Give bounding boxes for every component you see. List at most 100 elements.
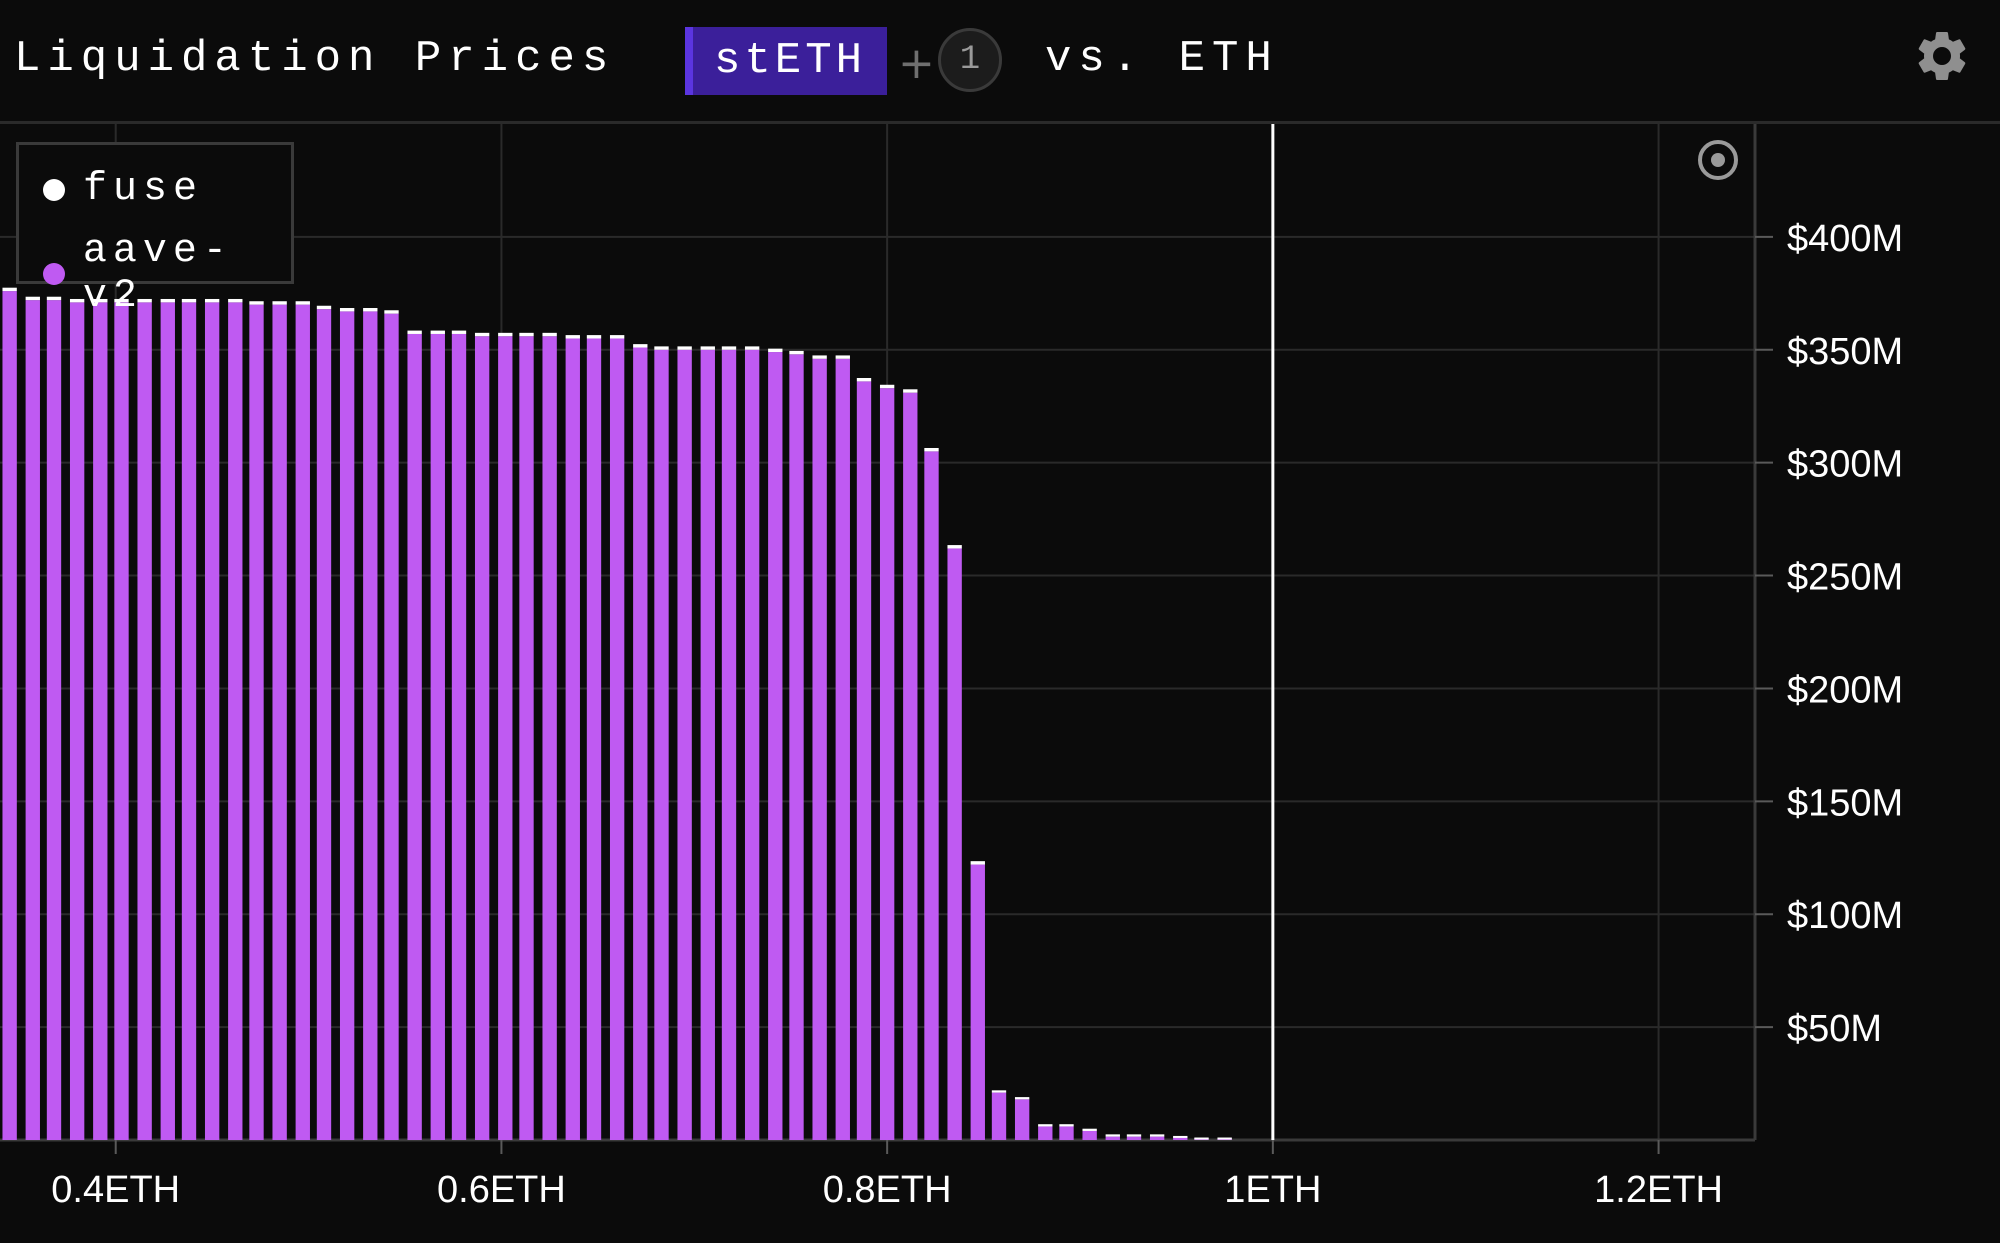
bar-aave-v2 [228,302,243,1140]
bar-fuse [924,447,939,452]
x-tick-label: 0.8ETH [823,1169,952,1211]
bar-fuse [1014,1097,1030,1100]
y-tick-label: $350M [1787,331,1903,373]
bar-aave-v2 [654,349,669,1140]
bar-aave-v2 [991,1092,1007,1140]
bar-aave-v2 [384,313,399,1140]
x-tick-label: 1.2ETH [1594,1169,1723,1211]
y-tick-label: $300M [1787,444,1903,486]
y-tick-label: $200M [1787,669,1903,711]
bar-fuse [721,346,737,350]
bar-aave-v2 [160,302,175,1140]
bar-aave-v2 [498,336,513,1141]
bar-aave-v2 [519,336,534,1141]
legend-dot-aave-v2 [43,263,65,285]
chart-title: Liquidation Prices [14,34,616,84]
bar-aave-v2 [295,304,310,1141]
bar-aave-v2 [1059,1126,1074,1140]
bar-fuse [114,298,129,303]
y-tick-label: $250M [1787,557,1903,599]
bar-fuse [498,332,513,337]
bar-aave-v2 [1038,1126,1053,1140]
x-tick-label: 0.6ETH [437,1169,566,1211]
bar-fuse [542,332,557,337]
bar-aave-v2 [430,333,445,1140]
bar-aave-v2 [879,388,895,1140]
bar-fuse [970,861,985,865]
bar-fuse [272,301,287,305]
y-tick-label: $50M [1787,1008,1882,1050]
bar-aave-v2 [768,352,783,1141]
bar-fuse [160,298,175,303]
bar-fuse [1194,1137,1209,1140]
bar-aave-v2 [1173,1136,1188,1140]
bar-fuse [2,287,17,292]
bar-aave-v2 [316,309,332,1140]
bar-aave-v2 [1149,1136,1165,1140]
additional-assets-badge[interactable]: 1 [938,28,1002,92]
bar-aave-v2 [633,347,648,1140]
bar-aave-v2 [903,392,918,1141]
bar-aave-v2 [609,338,625,1140]
bar-fuse [407,330,422,334]
bar-aave-v2 [789,354,804,1140]
gear-icon[interactable] [1912,26,1972,86]
target-icon[interactable] [1698,140,1738,180]
bar-aave-v2 [586,338,602,1140]
bar-fuse [1105,1134,1120,1137]
bar-fuse [835,355,850,359]
bar-aave-v2 [1014,1099,1030,1140]
bar-fuse [1126,1134,1142,1137]
bar-aave-v2 [204,302,220,1140]
header-bar: Liquidation Prices stETH + 1 vs. ETH [0,0,2000,124]
bar-fuse [991,1090,1007,1093]
legend-item-fuse[interactable]: fuse [43,167,203,212]
x-tick-label: 0.4ETH [51,1169,180,1211]
asset-selector-chip[interactable]: stETH [685,27,887,95]
bar-aave-v2 [677,349,692,1140]
y-tick-label: $150M [1787,782,1903,824]
bar-fuse [856,378,872,382]
bar-aave-v2 [721,349,737,1140]
bar-fuse [789,350,804,355]
bar-aave-v2 [565,338,580,1140]
bar-aave-v2 [272,304,287,1141]
bar-aave-v2 [835,358,850,1140]
bar-fuse [316,305,332,310]
x-tick-label: 1ETH [1224,1169,1321,1211]
legend-label-aave-v2: aave-v2 [82,229,233,319]
quote-asset-label: vs. ETH [1045,34,1279,84]
bar-fuse [451,330,467,334]
bar-fuse [1059,1124,1074,1127]
bar-aave-v2 [947,548,962,1140]
bar-fuse [1217,1137,1232,1140]
bar-fuse [25,296,40,301]
bar-aave-v2 [339,311,355,1140]
bar-fuse [181,298,197,303]
bar-fuse [137,298,152,303]
y-tick-label: $400M [1787,218,1903,260]
bar-aave-v2 [744,349,760,1140]
bar-fuse [633,344,648,348]
bar-aave-v2 [2,291,17,1140]
legend-item-aave-v2[interactable]: aave-v2 [43,229,291,319]
bar-aave-v2 [363,311,378,1140]
bar-aave-v2 [114,302,129,1140]
bar-aave-v2 [451,333,467,1140]
bar-aave-v2 [137,302,152,1140]
bar-fuse [586,335,602,339]
bar-fuse [744,346,760,350]
bar-aave-v2 [25,300,40,1140]
legend-label-fuse: fuse [83,167,204,212]
bar-fuse [430,330,445,334]
bar-fuse [1082,1128,1097,1131]
bar-aave-v2 [474,336,490,1141]
y-tick-label: $100M [1787,895,1903,937]
bar-fuse [879,384,895,389]
bar-aave-v2 [700,349,715,1140]
bar-fuse [339,308,355,312]
bar-aave-v2 [181,302,197,1140]
bar-fuse [204,298,220,303]
bar-fuse [609,335,625,339]
